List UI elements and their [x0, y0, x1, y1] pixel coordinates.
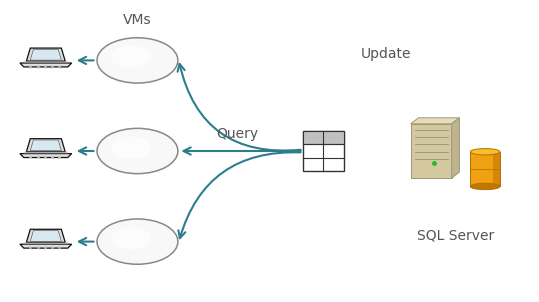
Polygon shape: [26, 139, 65, 152]
Polygon shape: [30, 50, 61, 60]
Polygon shape: [26, 229, 65, 242]
Ellipse shape: [470, 149, 500, 155]
Text: VMs: VMs: [123, 13, 152, 27]
Polygon shape: [20, 154, 72, 158]
Polygon shape: [470, 152, 500, 186]
Circle shape: [97, 38, 178, 83]
Polygon shape: [411, 118, 459, 124]
Polygon shape: [26, 48, 65, 61]
Circle shape: [111, 136, 151, 159]
FancyBboxPatch shape: [303, 131, 344, 171]
Circle shape: [97, 128, 178, 174]
Polygon shape: [30, 231, 61, 241]
Polygon shape: [452, 118, 459, 178]
Polygon shape: [30, 140, 61, 151]
Circle shape: [111, 46, 151, 68]
Text: Update: Update: [361, 47, 412, 61]
Text: Query: Query: [216, 127, 258, 141]
Ellipse shape: [470, 183, 500, 190]
Polygon shape: [411, 124, 452, 178]
Text: SQL Server: SQL Server: [417, 229, 494, 243]
Circle shape: [111, 227, 151, 249]
Polygon shape: [20, 244, 72, 248]
Polygon shape: [493, 152, 500, 186]
Circle shape: [97, 219, 178, 264]
Polygon shape: [303, 131, 344, 144]
Polygon shape: [20, 63, 72, 67]
